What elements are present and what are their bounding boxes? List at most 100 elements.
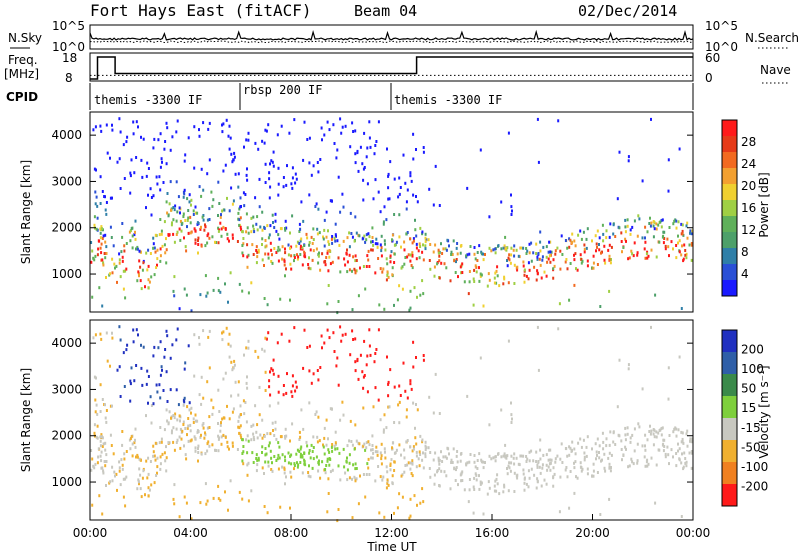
power-cell (116, 160, 119, 164)
velocity-cell (558, 510, 561, 514)
power-cell (574, 244, 577, 248)
velocity-cell (644, 464, 647, 468)
power-cell (94, 202, 97, 206)
velocity-cell (650, 456, 653, 460)
power-cell (267, 252, 270, 256)
power-cell (507, 281, 510, 285)
power-cell (422, 243, 424, 247)
velocity-cell (506, 454, 509, 458)
power-cell (300, 200, 303, 204)
power-cell (437, 251, 440, 255)
power-cell (482, 304, 485, 308)
power-cell (246, 178, 249, 182)
power-cell (609, 261, 612, 265)
power-cell (614, 235, 617, 238)
velocity-cell (319, 366, 322, 369)
power-cell (547, 250, 550, 254)
velocity-cell (312, 372, 315, 376)
velocity-cell (242, 445, 245, 448)
power-cell (161, 160, 163, 164)
velocity-cell (263, 472, 265, 475)
power-cell (277, 193, 280, 197)
power-cell (247, 291, 250, 295)
velocity-cell (677, 449, 679, 453)
power-cell (675, 256, 678, 260)
power-cell (119, 187, 122, 190)
velocity-cell (176, 327, 179, 331)
power-cell (123, 177, 126, 180)
velocity-cell (536, 477, 539, 481)
velocity-cell (513, 462, 516, 466)
velocity-cell (668, 462, 670, 466)
velocity-cell (92, 336, 95, 340)
power-cell (256, 255, 259, 259)
power-cell (278, 237, 281, 241)
velocity-cell (293, 462, 296, 466)
velocity-cell (328, 463, 331, 467)
velocity-cell (324, 471, 327, 475)
velocity-cell (512, 456, 515, 460)
velocity-cell (222, 433, 225, 437)
velocity-cell (319, 476, 322, 480)
velocity-cell (240, 413, 242, 416)
power-cell (242, 254, 245, 258)
power-cell (649, 224, 652, 228)
velocity-cell (411, 459, 414, 463)
velocity-cell (339, 325, 342, 329)
velocity-cell (487, 480, 490, 484)
power-cell (184, 245, 187, 249)
power-cell (609, 222, 612, 226)
power-cell (140, 158, 143, 162)
velocity-cell (337, 383, 340, 387)
power-cell (233, 151, 236, 155)
power-cell (545, 274, 548, 278)
velocity-cell (493, 489, 496, 493)
velocity-cell (264, 389, 267, 392)
power-cell (289, 298, 291, 302)
velocity-cell (144, 493, 146, 497)
velocity-cell (100, 433, 103, 437)
power-cell (172, 232, 175, 236)
velocity-cell (336, 447, 339, 451)
power-cell (321, 138, 323, 142)
power-cell (389, 254, 392, 258)
velocity-cell (452, 447, 455, 451)
power-cell (152, 242, 155, 246)
power-cell (507, 256, 510, 260)
power-cell (121, 222, 124, 225)
power-panel-frame (89, 111, 694, 313)
power-cell (99, 231, 102, 235)
colorbar-swatch (722, 440, 737, 462)
power-cell (558, 302, 561, 306)
velocity-cell (146, 476, 149, 480)
power-cell (170, 208, 172, 212)
power-cell (91, 295, 94, 299)
velocity-cell (422, 451, 424, 455)
power-cell (232, 158, 235, 162)
colorbar-tick-label: 200 (741, 343, 764, 357)
velocity-cell (105, 460, 108, 463)
velocity-cell (238, 490, 241, 494)
velocity-cell (383, 413, 386, 417)
velocity-cell (346, 478, 349, 482)
velocity-cell (212, 406, 215, 410)
velocity-cell (354, 462, 357, 466)
velocity-cell (333, 444, 336, 448)
power-cell (406, 231, 409, 234)
velocity-cell (368, 344, 371, 348)
power-cell (387, 174, 390, 178)
power-cell (265, 244, 268, 248)
velocity-cell (182, 420, 185, 424)
velocity-cell (264, 370, 267, 374)
velocity-cell (533, 473, 536, 477)
power-cell (270, 260, 273, 263)
power-cell (261, 258, 264, 262)
velocity-cell (428, 395, 431, 399)
power-cell (256, 250, 259, 254)
power-cell (631, 252, 634, 256)
power-cell (510, 253, 513, 257)
power-cell (566, 267, 569, 271)
power-cell (472, 303, 475, 307)
power-cell (636, 251, 639, 255)
power-cell (525, 252, 528, 255)
